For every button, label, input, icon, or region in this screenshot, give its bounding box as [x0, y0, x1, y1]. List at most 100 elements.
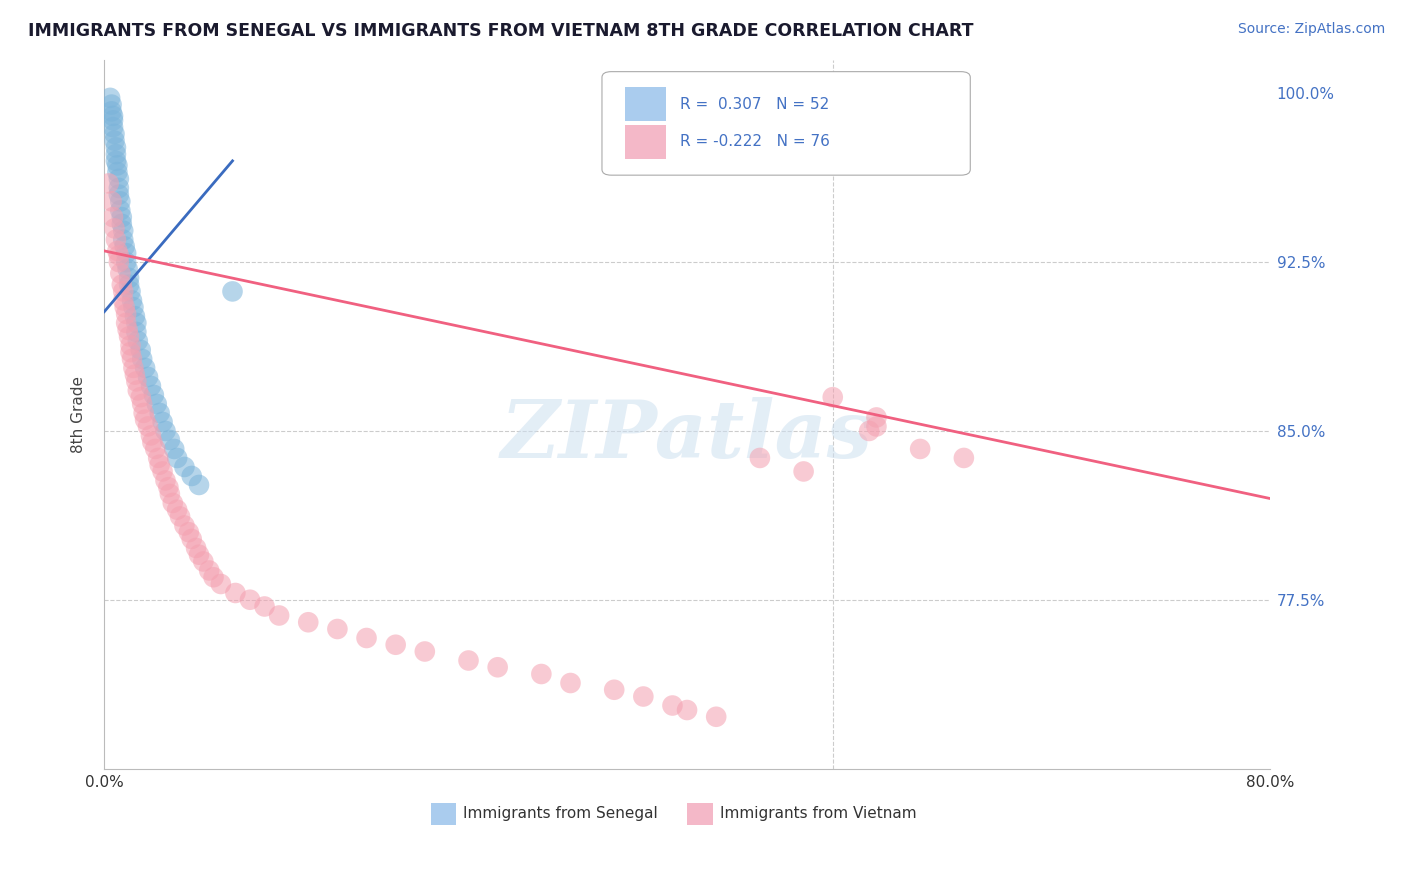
- Point: [177, 525, 200, 540]
- Point: [141, 435, 163, 450]
- Point: [173, 518, 195, 533]
- Point: [100, 194, 122, 209]
- Point: [169, 509, 191, 524]
- Point: [112, 224, 135, 238]
- Point: [457, 653, 479, 667]
- Point: [224, 586, 246, 600]
- Point: [166, 502, 188, 516]
- Point: [198, 564, 221, 578]
- Bar: [430, 803, 457, 825]
- Point: [821, 390, 844, 404]
- Point: [239, 592, 262, 607]
- Point: [114, 300, 136, 314]
- Point: [143, 442, 166, 456]
- Point: [124, 309, 146, 323]
- Point: [107, 244, 129, 258]
- Point: [104, 233, 127, 247]
- Point: [110, 203, 132, 218]
- Point: [122, 300, 145, 314]
- Point: [129, 343, 152, 357]
- Point: [560, 676, 582, 690]
- Point: [115, 307, 138, 321]
- Point: [193, 554, 215, 568]
- Text: Immigrants from Senegal: Immigrants from Senegal: [463, 806, 658, 822]
- Point: [384, 638, 406, 652]
- Point: [134, 413, 156, 427]
- Point: [908, 442, 931, 456]
- Point: [188, 548, 211, 562]
- Point: [107, 158, 129, 172]
- Point: [633, 690, 655, 704]
- Point: [142, 388, 165, 402]
- Point: [115, 246, 138, 260]
- Text: IMMIGRANTS FROM SENEGAL VS IMMIGRANTS FROM VIETNAM 8TH GRADE CORRELATION CHART: IMMIGRANTS FROM SENEGAL VS IMMIGRANTS FR…: [28, 22, 973, 40]
- Point: [98, 91, 121, 105]
- Point: [104, 140, 127, 154]
- Point: [180, 532, 202, 546]
- Point: [124, 368, 146, 382]
- Point: [114, 239, 136, 253]
- Point: [101, 120, 124, 135]
- Point: [104, 153, 127, 168]
- Bar: [626, 125, 666, 159]
- Point: [111, 217, 134, 231]
- Point: [127, 334, 149, 348]
- Point: [953, 450, 976, 465]
- Point: [413, 644, 436, 658]
- Point: [865, 419, 887, 434]
- Point: [793, 465, 815, 479]
- Point: [865, 410, 887, 425]
- Point: [326, 622, 349, 636]
- Point: [112, 285, 135, 299]
- Point: [180, 469, 202, 483]
- Bar: [688, 803, 713, 825]
- Point: [100, 97, 122, 112]
- Point: [122, 360, 145, 375]
- Point: [118, 329, 141, 343]
- Point: [108, 248, 131, 262]
- Point: [121, 293, 143, 308]
- Point: [149, 458, 172, 472]
- Y-axis label: 8th Grade: 8th Grade: [72, 376, 86, 452]
- Point: [202, 570, 225, 584]
- Point: [136, 419, 159, 434]
- Point: [748, 450, 770, 465]
- Point: [159, 487, 181, 501]
- Point: [100, 104, 122, 119]
- Point: [188, 478, 211, 492]
- Point: [115, 316, 138, 330]
- Point: [107, 165, 129, 179]
- Point: [149, 406, 172, 420]
- Point: [152, 465, 174, 479]
- Point: [121, 351, 143, 366]
- Point: [155, 474, 177, 488]
- Point: [704, 710, 727, 724]
- Bar: [626, 87, 666, 121]
- Point: [676, 703, 699, 717]
- Point: [173, 459, 195, 474]
- Point: [108, 172, 131, 186]
- Point: [125, 375, 148, 389]
- Point: [97, 177, 120, 191]
- Point: [101, 109, 124, 123]
- Point: [134, 360, 156, 375]
- Point: [603, 682, 626, 697]
- Point: [157, 480, 180, 494]
- Point: [139, 428, 162, 442]
- FancyBboxPatch shape: [602, 71, 970, 175]
- Point: [120, 285, 142, 299]
- Point: [166, 450, 188, 465]
- Point: [120, 338, 142, 352]
- Point: [117, 323, 139, 337]
- Point: [145, 397, 167, 411]
- Point: [103, 134, 125, 148]
- Point: [858, 424, 880, 438]
- Point: [148, 450, 170, 465]
- Point: [108, 187, 131, 202]
- Point: [661, 698, 683, 713]
- Point: [110, 267, 132, 281]
- Point: [110, 194, 132, 209]
- Point: [131, 397, 153, 411]
- Point: [111, 210, 134, 224]
- Point: [132, 406, 155, 420]
